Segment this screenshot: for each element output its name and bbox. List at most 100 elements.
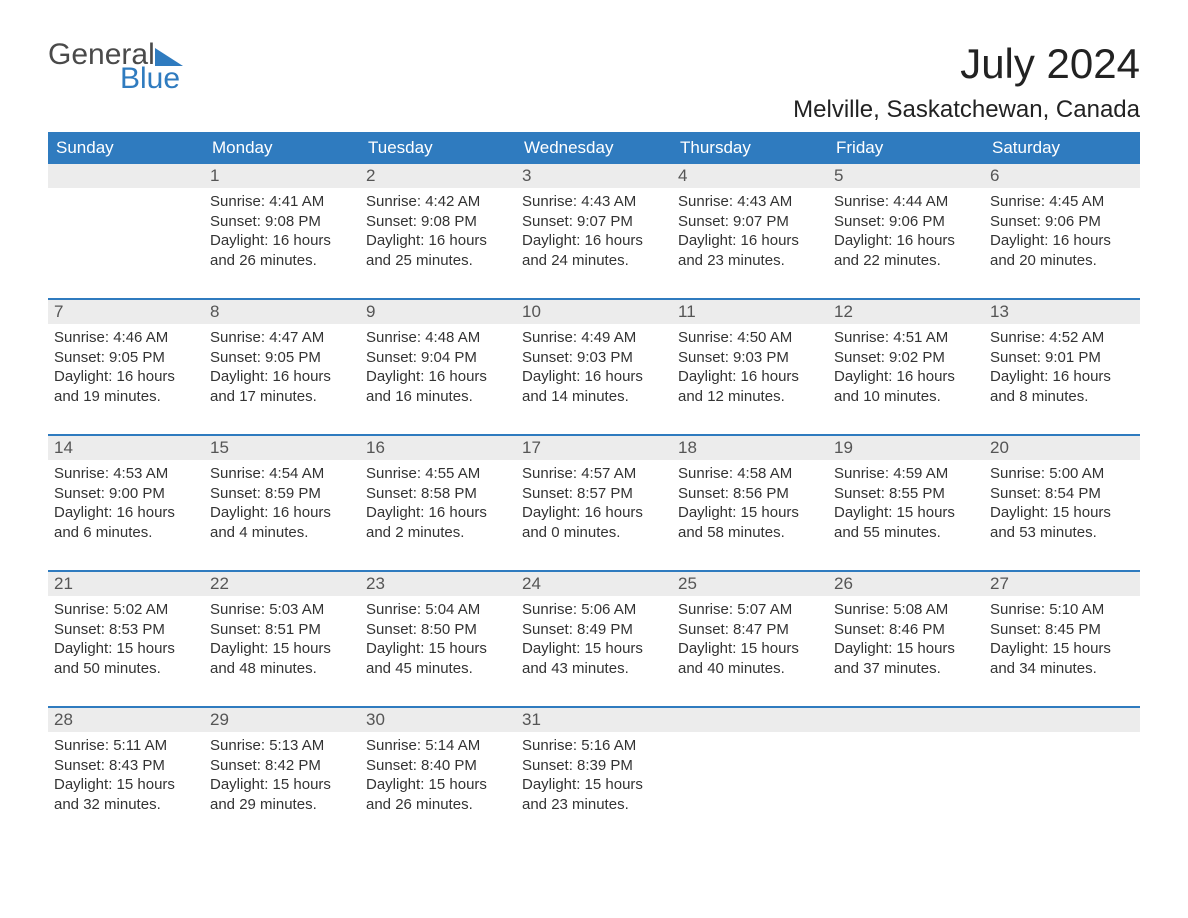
calendar-cell: 21Sunrise: 5:02 AMSunset: 8:53 PMDayligh… (48, 572, 204, 692)
daylight-line-1: Daylight: 16 hours (834, 367, 978, 387)
daylight-line-1: Daylight: 15 hours (834, 503, 978, 523)
daylight-line-1: Daylight: 16 hours (990, 367, 1134, 387)
sunset-text: Sunset: 8:47 PM (678, 620, 822, 640)
day-body: Sunrise: 5:10 AMSunset: 8:45 PMDaylight:… (984, 596, 1140, 678)
calendar-cell: 7Sunrise: 4:46 AMSunset: 9:05 PMDaylight… (48, 300, 204, 420)
daylight-line-2: and 26 minutes. (366, 795, 510, 815)
calendar-cell (48, 164, 204, 284)
sunrise-text: Sunrise: 4:47 AM (210, 328, 354, 348)
calendar-cell: 2Sunrise: 4:42 AMSunset: 9:08 PMDaylight… (360, 164, 516, 284)
day-body: Sunrise: 5:03 AMSunset: 8:51 PMDaylight:… (204, 596, 360, 678)
day-body: Sunrise: 4:54 AMSunset: 8:59 PMDaylight:… (204, 460, 360, 542)
daylight-line-1: Daylight: 15 hours (366, 775, 510, 795)
sunset-text: Sunset: 9:03 PM (522, 348, 666, 368)
day-number (48, 164, 204, 188)
sunrise-text: Sunrise: 4:41 AM (210, 192, 354, 212)
sunset-text: Sunset: 9:04 PM (366, 348, 510, 368)
day-number: 7 (48, 300, 204, 324)
day-body: Sunrise: 4:55 AMSunset: 8:58 PMDaylight:… (360, 460, 516, 542)
daylight-line-2: and 58 minutes. (678, 523, 822, 543)
daylight-line-1: Daylight: 15 hours (522, 775, 666, 795)
day-number (672, 708, 828, 732)
day-body: Sunrise: 5:16 AMSunset: 8:39 PMDaylight:… (516, 732, 672, 814)
sunset-text: Sunset: 8:49 PM (522, 620, 666, 640)
daylight-line-2: and 50 minutes. (54, 659, 198, 679)
daylight-line-2: and 26 minutes. (210, 251, 354, 271)
sunrise-text: Sunrise: 5:00 AM (990, 464, 1134, 484)
day-number: 29 (204, 708, 360, 732)
sunrise-text: Sunrise: 5:08 AM (834, 600, 978, 620)
sunset-text: Sunset: 8:59 PM (210, 484, 354, 504)
sunrise-text: Sunrise: 4:50 AM (678, 328, 822, 348)
sunset-text: Sunset: 8:46 PM (834, 620, 978, 640)
day-number: 14 (48, 436, 204, 460)
day-number: 21 (48, 572, 204, 596)
calendar-cell: 8Sunrise: 4:47 AMSunset: 9:05 PMDaylight… (204, 300, 360, 420)
sunset-text: Sunset: 9:06 PM (834, 212, 978, 232)
daylight-line-2: and 53 minutes. (990, 523, 1134, 543)
daylight-line-1: Daylight: 15 hours (678, 503, 822, 523)
day-number: 16 (360, 436, 516, 460)
sunrise-text: Sunrise: 4:43 AM (678, 192, 822, 212)
day-body: Sunrise: 4:47 AMSunset: 9:05 PMDaylight:… (204, 324, 360, 406)
day-number: 5 (828, 164, 984, 188)
sunset-text: Sunset: 8:50 PM (366, 620, 510, 640)
daylight-line-2: and 8 minutes. (990, 387, 1134, 407)
daylight-line-1: Daylight: 16 hours (366, 231, 510, 251)
sunset-text: Sunset: 9:05 PM (210, 348, 354, 368)
daylight-line-1: Daylight: 15 hours (54, 775, 198, 795)
day-number: 1 (204, 164, 360, 188)
day-body: Sunrise: 5:06 AMSunset: 8:49 PMDaylight:… (516, 596, 672, 678)
daylight-line-2: and 12 minutes. (678, 387, 822, 407)
daylight-line-2: and 23 minutes. (522, 795, 666, 815)
day-number: 10 (516, 300, 672, 324)
daylight-line-2: and 23 minutes. (678, 251, 822, 271)
sunrise-text: Sunrise: 4:44 AM (834, 192, 978, 212)
day-of-week-header: Thursday (672, 132, 828, 164)
daylight-line-1: Daylight: 16 hours (678, 231, 822, 251)
day-body: Sunrise: 5:13 AMSunset: 8:42 PMDaylight:… (204, 732, 360, 814)
sunrise-text: Sunrise: 4:54 AM (210, 464, 354, 484)
day-body: Sunrise: 5:02 AMSunset: 8:53 PMDaylight:… (48, 596, 204, 678)
day-number: 15 (204, 436, 360, 460)
sunrise-text: Sunrise: 4:43 AM (522, 192, 666, 212)
day-of-week-header: Tuesday (360, 132, 516, 164)
sunrise-text: Sunrise: 4:42 AM (366, 192, 510, 212)
calendar-cell: 6Sunrise: 4:45 AMSunset: 9:06 PMDaylight… (984, 164, 1140, 284)
day-number: 19 (828, 436, 984, 460)
day-number: 6 (984, 164, 1140, 188)
daylight-line-1: Daylight: 15 hours (210, 639, 354, 659)
day-number: 22 (204, 572, 360, 596)
sunset-text: Sunset: 8:39 PM (522, 756, 666, 776)
day-number: 18 (672, 436, 828, 460)
day-body: Sunrise: 5:00 AMSunset: 8:54 PMDaylight:… (984, 460, 1140, 542)
sunset-text: Sunset: 9:02 PM (834, 348, 978, 368)
daylight-line-2: and 10 minutes. (834, 387, 978, 407)
daylight-line-2: and 32 minutes. (54, 795, 198, 815)
logo-word-blue: Blue (120, 64, 180, 94)
day-number: 9 (360, 300, 516, 324)
daylight-line-2: and 0 minutes. (522, 523, 666, 543)
day-body: Sunrise: 5:07 AMSunset: 8:47 PMDaylight:… (672, 596, 828, 678)
sunset-text: Sunset: 8:55 PM (834, 484, 978, 504)
sunset-text: Sunset: 9:01 PM (990, 348, 1134, 368)
sunrise-text: Sunrise: 4:57 AM (522, 464, 666, 484)
day-body: Sunrise: 4:46 AMSunset: 9:05 PMDaylight:… (48, 324, 204, 406)
sunrise-text: Sunrise: 5:02 AM (54, 600, 198, 620)
calendar-cell: 11Sunrise: 4:50 AMSunset: 9:03 PMDayligh… (672, 300, 828, 420)
sunset-text: Sunset: 8:53 PM (54, 620, 198, 640)
sunset-text: Sunset: 8:56 PM (678, 484, 822, 504)
sunrise-text: Sunrise: 4:59 AM (834, 464, 978, 484)
calendar-cell: 28Sunrise: 5:11 AMSunset: 8:43 PMDayligh… (48, 708, 204, 828)
day-number: 8 (204, 300, 360, 324)
daylight-line-2: and 20 minutes. (990, 251, 1134, 271)
calendar-cell (984, 708, 1140, 828)
daylight-line-1: Daylight: 16 hours (210, 367, 354, 387)
day-number: 28 (48, 708, 204, 732)
daylight-line-1: Daylight: 16 hours (210, 503, 354, 523)
calendar-cell (828, 708, 984, 828)
sunrise-text: Sunrise: 5:11 AM (54, 736, 198, 756)
day-number: 27 (984, 572, 1140, 596)
calendar-cell: 5Sunrise: 4:44 AMSunset: 9:06 PMDaylight… (828, 164, 984, 284)
day-number: 31 (516, 708, 672, 732)
